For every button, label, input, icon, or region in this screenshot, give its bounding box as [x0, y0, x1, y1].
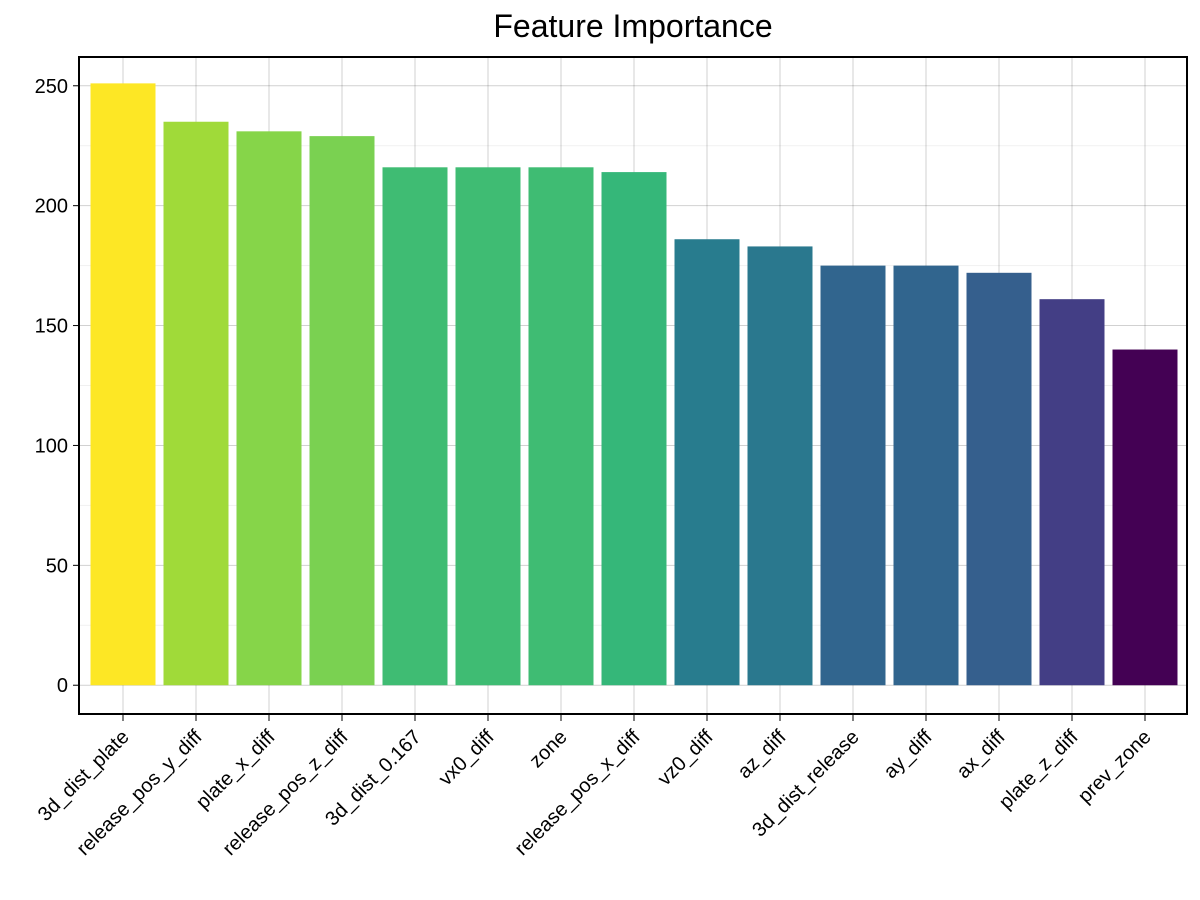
bar-ay_diff — [893, 265, 959, 686]
x-tick-label: release_pos_z_diff — [219, 726, 353, 860]
bar-prev_zone — [1112, 349, 1178, 686]
y-tick-label: 150 — [35, 316, 68, 338]
bar-plate_x_diff — [236, 131, 302, 686]
x-tick-label: zone — [525, 726, 571, 772]
bar-3d_dist_plate — [90, 83, 156, 686]
y-tick-label: 200 — [35, 196, 68, 218]
bar-ax_diff — [966, 272, 1032, 686]
x-tick-label: vz0_diff — [654, 726, 718, 790]
bar-plate_z_diff — [1039, 299, 1105, 686]
x-tick-label: release_pos_y_diff — [73, 726, 207, 860]
bar-3d_dist_0.167 — [382, 167, 448, 686]
bar-vx0_diff — [455, 167, 521, 686]
chart-title: Feature Importance — [493, 8, 772, 44]
x-axis: 3d_dist_platerelease_pos_y_diffplate_x_d… — [34, 714, 1156, 860]
y-tick-label: 0 — [57, 675, 68, 697]
plot-frame — [78, 56, 1188, 715]
x-tick-label: prev_zone — [1074, 726, 1156, 808]
bars — [90, 83, 1178, 686]
y-axis: 0 50 100 150 200 250 — [35, 76, 79, 697]
x-tick-label: ay_diff — [880, 726, 937, 783]
x-tick-label: ax_diff — [953, 726, 1010, 783]
x-tick-label: vx0_diff — [435, 726, 499, 790]
y-tick-label: 250 — [35, 76, 68, 98]
bar-3d_dist_release — [820, 265, 886, 686]
bar-zone — [528, 167, 594, 686]
bar-az_diff — [747, 246, 813, 686]
bar-release_pos_x_diff — [601, 172, 667, 686]
y-tick-label: 100 — [35, 435, 68, 457]
x-tick-label: release_pos_x_diff — [511, 726, 645, 860]
x-tick-label: plate_z_diff — [995, 726, 1083, 814]
bar-release_pos_y_diff — [163, 121, 229, 686]
bar-release_pos_z_diff — [309, 136, 375, 686]
x-tick-label: az_diff — [734, 726, 791, 783]
bar-vz0_diff — [674, 239, 740, 686]
y-tick-label: 50 — [46, 555, 68, 577]
